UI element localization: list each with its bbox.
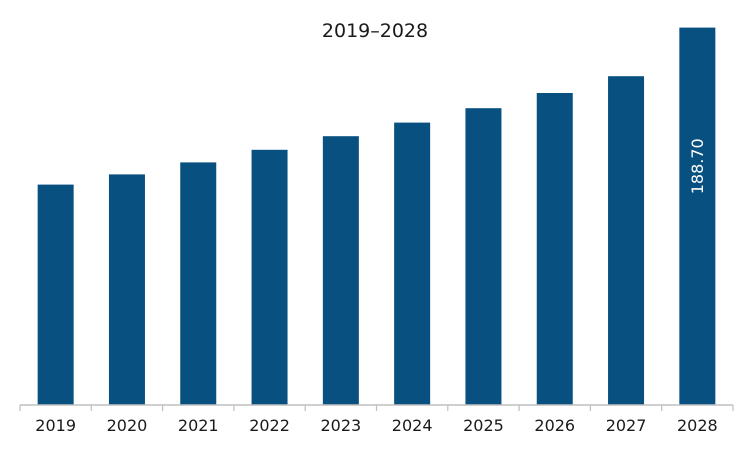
bars-group	[37, 27, 716, 405]
x-tick-label-2028: 2028	[677, 416, 718, 435]
x-tick-label-2021: 2021	[178, 416, 219, 435]
bar-2026	[536, 93, 573, 405]
bar-2019	[37, 184, 74, 405]
x-tick-label-2027: 2027	[606, 416, 647, 435]
x-tick-label-2019: 2019	[35, 416, 76, 435]
data-labels-group: 188.70	[688, 138, 707, 194]
x-tick-label-2025: 2025	[463, 416, 504, 435]
bar-2020	[108, 174, 145, 405]
x-tick-label-2020: 2020	[107, 416, 148, 435]
x-tick-label-2023: 2023	[320, 416, 361, 435]
bar-2027	[608, 76, 645, 405]
bar-2023	[322, 136, 359, 405]
data-label-2028: 188.70	[688, 138, 707, 194]
x-tick-label-2022: 2022	[249, 416, 290, 435]
bar-2028	[679, 27, 716, 405]
chart-title: 2019–2028	[322, 20, 428, 42]
bar-2021	[180, 162, 217, 405]
bar-2025	[465, 108, 502, 405]
bar-2024	[394, 122, 431, 405]
bar-2022	[251, 149, 288, 405]
x-axis-ticks	[19, 405, 734, 411]
x-axis-tick-labels: 2019 2020 2021 2022 2023 2024 2025 2026 2027 2028	[35, 416, 717, 435]
x-tick-label-2026: 2026	[534, 416, 575, 435]
x-tick-label-2024: 2024	[392, 416, 433, 435]
